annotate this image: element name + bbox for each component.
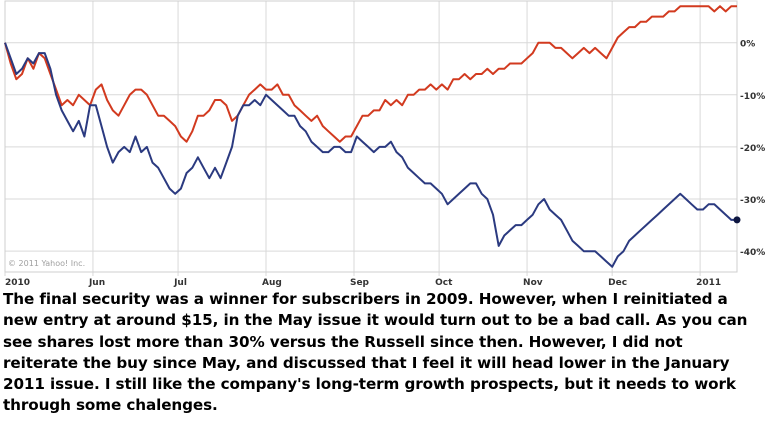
caption-line: new entry at around $15, in the May issu… (3, 311, 748, 330)
caption-line: through some chalenges. (3, 396, 218, 415)
grid-lines (4, 1, 737, 276)
y-axis-ticks: 0% -10% -20% -30% -40% (740, 40, 765, 258)
x-tick-label: Dec (608, 278, 627, 288)
x-axis-ticks: 2010 Jun Jul Aug Sep Oct Nov Dec 2011 (5, 278, 721, 288)
plot-area-border (4, 0, 738, 273)
x-tick-label: Oct (435, 278, 453, 288)
chart-credit: © 2011 Yahoo! Inc. (8, 259, 85, 268)
x-tick-label: 2011 (696, 278, 721, 288)
caption-line: reiterate the buy since May, and discuss… (3, 353, 730, 372)
caption-line: see shares lost more than 30% versus the… (3, 332, 683, 351)
y-tick-label: 0% (740, 40, 755, 50)
x-tick-label: Jul (173, 278, 187, 288)
y-tick-label: -20% (740, 144, 765, 154)
x-tick-label: Aug (262, 278, 282, 288)
x-tick-label: Jun (88, 278, 105, 288)
series-end-marker (733, 216, 741, 224)
series-lines (4, 5, 741, 268)
x-tick-label: Nov (523, 278, 543, 288)
series-line-0 (4, 5, 737, 143)
stock-comparison-chart: 0% -10% -20% -30% -40% 2010 Jun Jul Aug Sep Oct No… (4, 0, 765, 288)
caption-line: 2011 issue. I still like the company's l… (3, 375, 736, 394)
article-caption: The final security was a winner for subs… (3, 289, 771, 417)
y-tick-label: -30% (740, 196, 765, 206)
y-tick-label: -40% (740, 248, 765, 258)
series-line-1 (4, 42, 737, 268)
caption-line: The final security was a winner for subs… (3, 290, 728, 308)
y-tick-label: -10% (740, 92, 765, 102)
x-tick-label: 2010 (5, 278, 30, 288)
x-tick-label: Sep (350, 278, 370, 288)
